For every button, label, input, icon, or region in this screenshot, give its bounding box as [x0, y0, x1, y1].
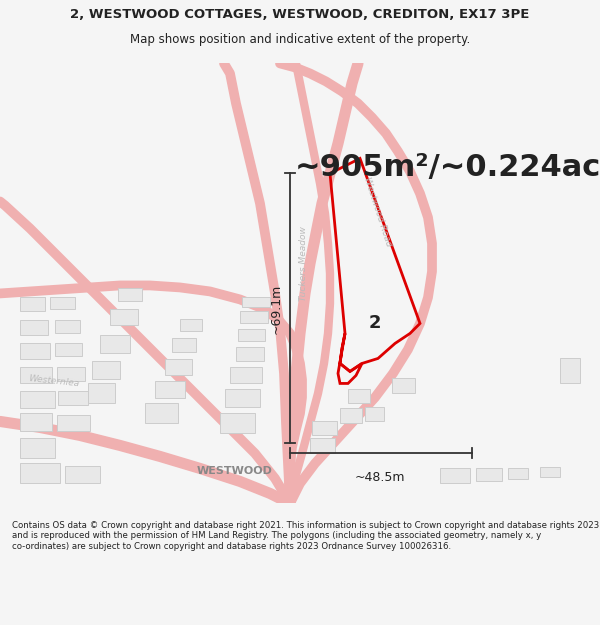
- Text: 2, WESTWOOD COTTAGES, WESTWOOD, CREDITON, EX17 3PE: 2, WESTWOOD COTTAGES, WESTWOOD, CREDITON…: [70, 8, 530, 21]
- Text: Contains OS data © Crown copyright and database right 2021. This information is : Contains OS data © Crown copyright and d…: [12, 521, 599, 551]
- Polygon shape: [20, 438, 55, 458]
- Polygon shape: [440, 468, 470, 483]
- Text: WESTWOOD: WESTWOOD: [197, 466, 273, 476]
- Polygon shape: [165, 359, 192, 376]
- Text: ~905m²/~0.224ac.: ~905m²/~0.224ac.: [295, 153, 600, 182]
- Polygon shape: [180, 319, 202, 331]
- Polygon shape: [145, 403, 178, 423]
- Polygon shape: [20, 463, 60, 483]
- Polygon shape: [365, 408, 384, 421]
- Polygon shape: [310, 438, 335, 453]
- Polygon shape: [312, 421, 337, 436]
- Polygon shape: [88, 383, 115, 403]
- Polygon shape: [20, 391, 55, 408]
- Polygon shape: [20, 413, 52, 431]
- Polygon shape: [50, 298, 75, 309]
- Text: Map shows position and indicative extent of the property.: Map shows position and indicative extent…: [130, 34, 470, 46]
- Polygon shape: [100, 336, 130, 353]
- Polygon shape: [225, 389, 260, 408]
- Polygon shape: [20, 298, 45, 311]
- Text: ~69.1m: ~69.1m: [269, 283, 283, 334]
- Polygon shape: [242, 298, 270, 308]
- Polygon shape: [20, 321, 48, 336]
- Polygon shape: [55, 343, 82, 356]
- Polygon shape: [55, 321, 80, 333]
- Polygon shape: [238, 329, 265, 341]
- Polygon shape: [118, 288, 142, 301]
- Polygon shape: [240, 311, 268, 323]
- Text: Tuckers Meadow: Tuckers Meadow: [299, 226, 308, 301]
- Polygon shape: [560, 358, 580, 383]
- Polygon shape: [20, 368, 52, 383]
- Polygon shape: [110, 309, 138, 326]
- Polygon shape: [476, 468, 502, 481]
- Polygon shape: [392, 378, 415, 393]
- Polygon shape: [65, 466, 100, 483]
- Polygon shape: [348, 389, 370, 403]
- Polygon shape: [155, 381, 185, 398]
- Polygon shape: [58, 391, 88, 406]
- Text: ~48.5m: ~48.5m: [355, 471, 405, 484]
- Polygon shape: [172, 338, 196, 352]
- Polygon shape: [236, 348, 264, 361]
- Text: Westwood Road: Westwood Road: [362, 176, 394, 248]
- Polygon shape: [57, 416, 90, 431]
- Text: Westernlea: Westernlea: [28, 374, 80, 389]
- Polygon shape: [220, 413, 255, 433]
- Polygon shape: [340, 408, 362, 423]
- Polygon shape: [540, 468, 560, 478]
- Polygon shape: [92, 361, 120, 379]
- Polygon shape: [57, 368, 85, 381]
- Polygon shape: [230, 368, 262, 383]
- Polygon shape: [20, 343, 50, 359]
- Polygon shape: [508, 468, 528, 479]
- Text: 2: 2: [369, 314, 381, 332]
